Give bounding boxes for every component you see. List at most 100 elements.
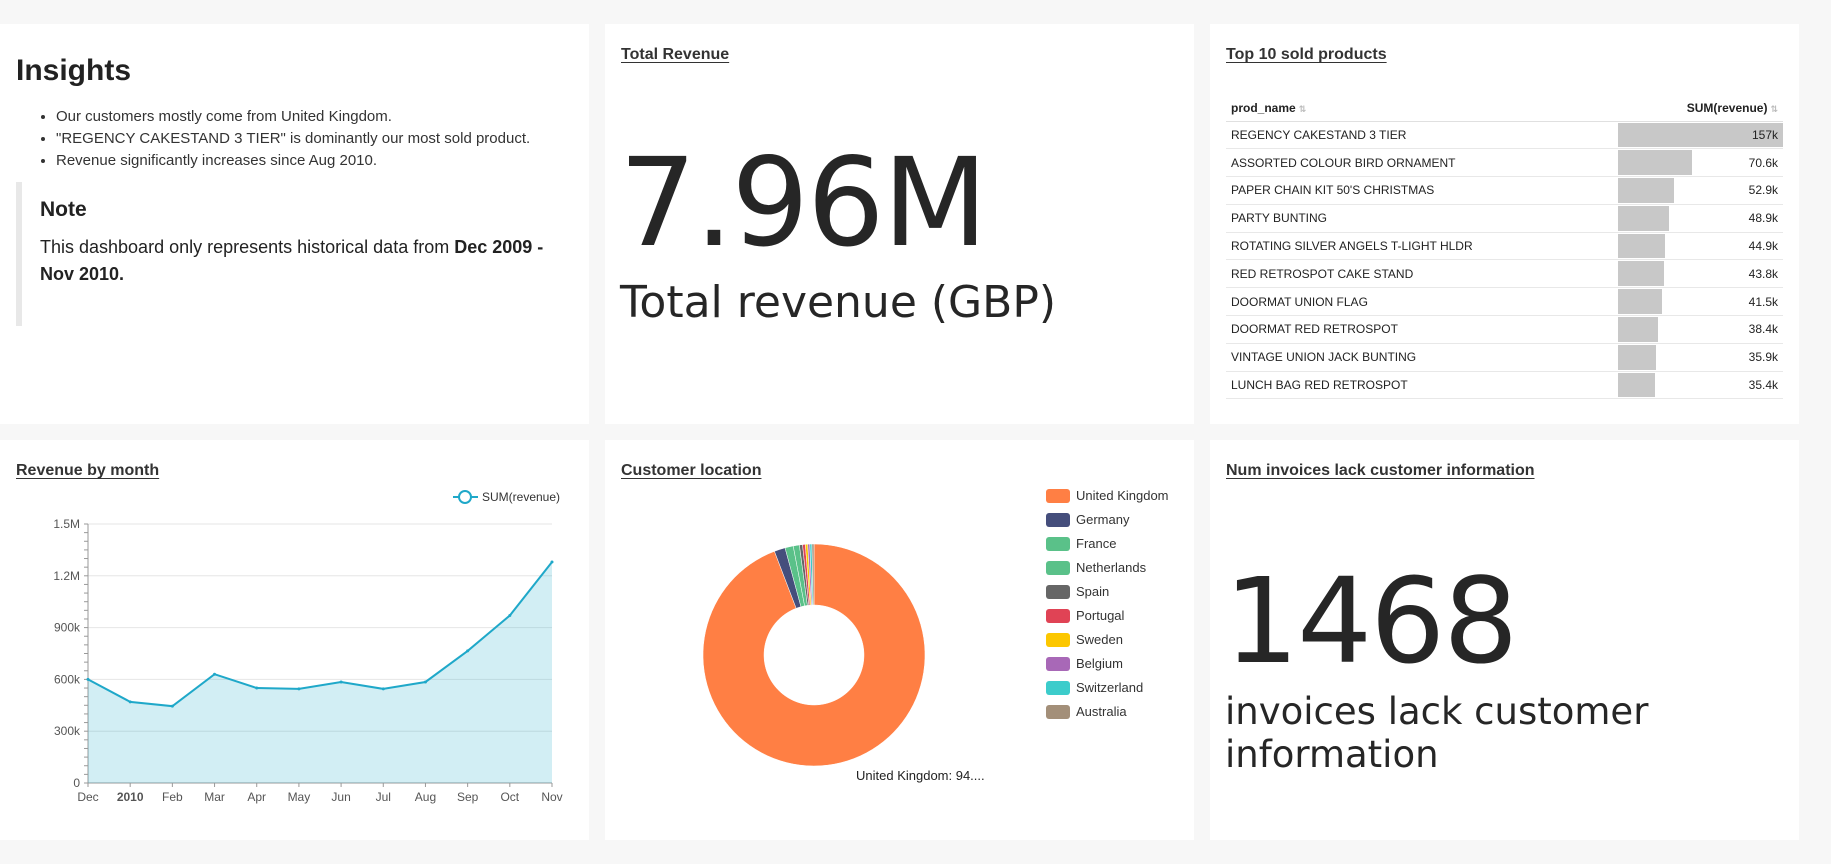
legend-item[interactable]: Germany [1046,512,1129,527]
legend-item[interactable]: Sweden [1046,632,1123,647]
revenue-cell: 35.9k [1618,343,1783,372]
note-text-plain: This dashboard only represents historica… [40,237,455,257]
legend-label: SUM(revenue) [482,490,560,504]
legend-item[interactable]: Australia [1046,704,1127,719]
legend-item[interactable]: Belgium [1046,656,1123,671]
column-header-revenue[interactable]: SUM(revenue) ⇅ [1618,96,1783,122]
revenue-value: 41.5k [1748,294,1778,309]
product-name-cell: DOORMAT RED RETROSPOT [1226,315,1618,344]
legend-label: Portugal [1076,608,1125,623]
column-label: prod_name [1231,101,1296,116]
legend-item[interactable]: United Kingdom [1046,488,1169,503]
revenue-value: 38.4k [1748,322,1778,337]
product-name-cell: LUNCH BAG RED RETROSPOT [1226,371,1618,400]
insights-panel: Insights Our customers mostly come from … [0,24,589,424]
table-row: LUNCH BAG RED RETROSPOT 35.4k [1226,371,1783,400]
x-tick-label: Mar [204,790,225,804]
legend-swatch [1046,680,1070,695]
product-name-cell: PAPER CHAIN KIT 50'S CHRISTMAS [1226,176,1618,205]
revenue-cell: 41.5k [1618,287,1783,317]
table-row: REGENCY CAKESTAND 3 TIER 157k [1226,121,1783,150]
legend-marker-icon [458,490,472,504]
revenue-value: 43.8k [1748,266,1778,281]
revenue-value: 70.6k [1748,155,1778,170]
revenue-value: 157k [1751,127,1778,142]
customer-location-title[interactable]: Customer location [621,462,762,479]
total-revenue-title[interactable]: Total Revenue [621,46,730,63]
total-revenue-subtitle: Total revenue (GBP) [620,277,1057,328]
revenue-cell: 70.6k [1618,148,1783,178]
num-invoices-title[interactable]: Num invoices lack customer information [1226,462,1535,479]
legend-swatch [1046,608,1070,623]
y-tick-label: 0 [73,776,80,790]
legend-label: Sweden [1076,632,1123,647]
pie-tooltip: United Kingdom: 94.... [856,768,985,783]
y-tick-label: 300k [54,724,81,738]
sort-icon[interactable]: ⇅ [1770,104,1778,115]
data-point [381,687,385,691]
revenue-bar [1618,289,1662,315]
table-row: DOORMAT UNION FLAG 41.5k [1226,287,1783,317]
num-invoices-value: 1468 [1224,552,1518,690]
sort-icon[interactable]: ⇅ [1298,104,1307,115]
revenue-bar [1618,233,1666,259]
legend-swatch [1046,632,1070,647]
table-row: VINTAGE UNION JACK BUNTING 35.9k [1226,343,1783,372]
legend-item[interactable]: Spain [1046,584,1109,599]
legend-item[interactable]: Switzerland [1046,680,1143,695]
legend-item[interactable]: Portugal [1046,608,1124,623]
column-header-prod-name[interactable]: prod_name ⇅ [1226,96,1618,122]
pie-slice-australia[interactable] [811,543,815,606]
legend-item[interactable]: France [1046,536,1116,551]
revenue-value: 44.9k [1748,239,1778,254]
legend-swatch [1046,488,1070,503]
y-tick-label: 1.5M [53,517,80,531]
table-row: ROTATING SILVER ANGELS T-LIGHT HLDR 44.9k [1226,232,1783,261]
top10-title[interactable]: Top 10 sold products [1226,46,1387,63]
x-tick-label: Nov [541,790,562,804]
legend-swatch [1046,512,1070,527]
table-row: RED RETROSPOT CAKE STAND 43.8k [1226,259,1783,289]
legend-swatch [1046,704,1070,719]
x-tick-label: May [288,790,311,804]
data-point [297,687,301,691]
legend-label: Switzerland [1076,680,1144,695]
top10-table: prod_name ⇅ SUM(revenue) ⇅ REGENCY CAKESTA… [1226,96,1783,400]
legend-item[interactable]: Netherlands [1046,560,1146,575]
customer-donut-chart [702,543,926,767]
legend-label: France [1076,536,1117,551]
revenue-value: 35.9k [1748,350,1778,365]
total-revenue-panel: Total Revenue 7.96M Total revenue (GBP) [605,24,1194,424]
x-tick-label: Aug [415,790,436,804]
table-header-row: prod_name ⇅ SUM(revenue) ⇅ [1226,96,1783,122]
data-point [339,680,343,684]
data-point [423,680,427,684]
revenue-value: 48.9k [1748,211,1778,226]
revenue-by-month-title[interactable]: Revenue by month [16,462,160,479]
table-row: ASSORTED COLOUR BIRD ORNAMENT 70.6k [1226,148,1783,178]
revenue-cell: 48.9k [1618,204,1783,233]
note-date-range: Dec 2009 - Nov 2010. [40,237,544,284]
revenue-area [88,561,552,783]
insight-item: Our customers mostly come from United Ki… [56,106,530,128]
insight-item: "REGENCY CAKESTAND 3 TIER" is dominantly… [56,128,530,150]
pie-slice-united-kingdom[interactable] [702,543,926,767]
insights-title: Insights [16,54,132,87]
revenue-line-chart: 0 300k 600k 900k 1.2M 1.5M Dec 2010 Feb Mar Apr May… [53,490,563,804]
legend-label: Spain [1076,584,1110,599]
legend-label: Germany [1076,512,1130,527]
legend-label: United Kingdom [1076,488,1169,503]
legend-swatch [1046,656,1070,671]
data-point [466,649,470,653]
x-tick-label: Apr [247,790,266,804]
x-tick-label: 2010 [117,790,144,804]
revenue-bar [1618,122,1783,148]
revenue-line [87,561,553,708]
num-invoices-panel: Num invoices lack customer information 1… [1210,440,1799,840]
revenue-cell: 35.4k [1618,371,1783,400]
insight-item: Revenue significantly increases since Au… [56,150,530,172]
product-name-cell: ASSORTED COLOUR BIRD ORNAMENT [1226,148,1618,178]
product-name-cell: DOORMAT UNION FLAG [1226,287,1618,317]
revenue-cell: 43.8k [1618,259,1783,289]
note-block: Note This dashboard only represents hist… [16,182,566,326]
